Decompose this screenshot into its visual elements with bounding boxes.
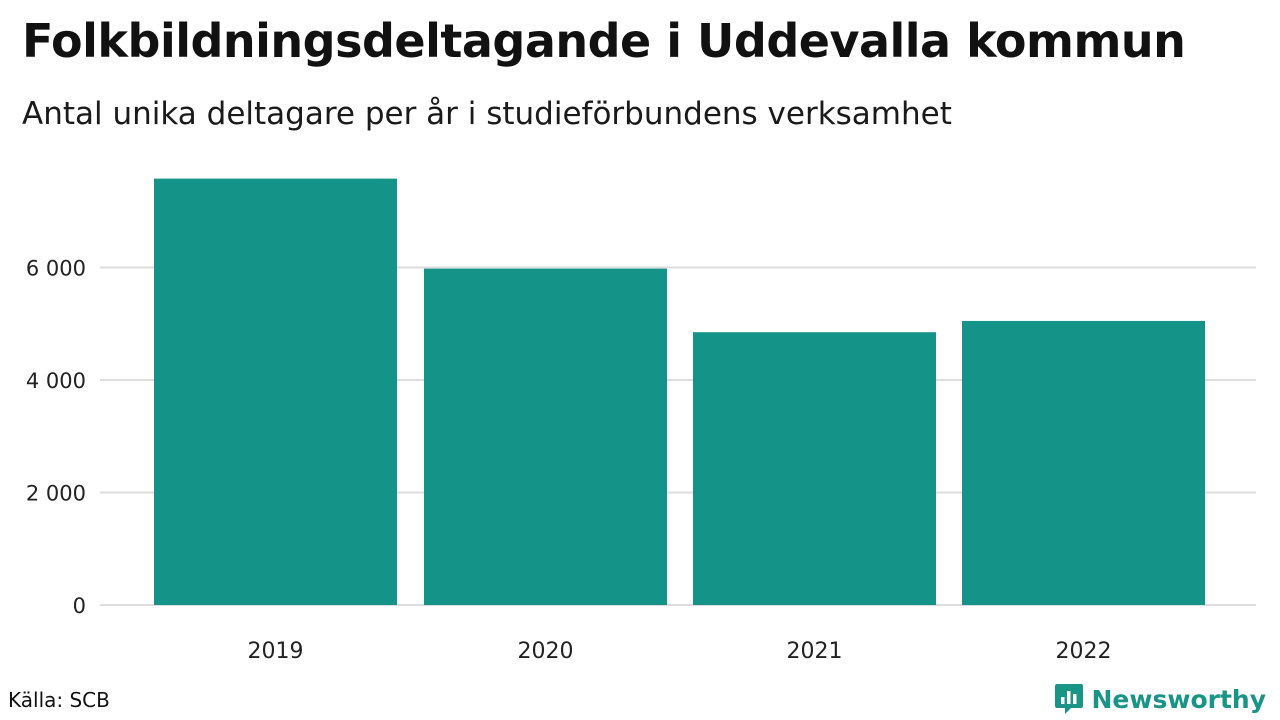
y-tick-label: 4 000 xyxy=(26,369,86,393)
chart-subtitle: Antal unika deltagare per år i studieför… xyxy=(22,96,952,132)
brand-logo: Newsworthy xyxy=(1054,682,1267,716)
x-tick-label: 2020 xyxy=(518,639,574,664)
bar-chart-speech-bubble-icon xyxy=(1054,684,1083,714)
x-tick-label: 2021 xyxy=(787,639,843,664)
x-tick-label: 2022 xyxy=(1056,639,1112,664)
bar xyxy=(962,320,1205,605)
bar xyxy=(424,268,667,605)
brand-name: Newsworthy xyxy=(1091,684,1267,714)
y-tick-label: 2 000 xyxy=(26,482,86,506)
y-tick-label: 6 000 xyxy=(26,257,86,281)
x-tick-label: 2019 xyxy=(248,639,304,664)
source-note: Källa: SCB xyxy=(8,688,110,712)
bar xyxy=(154,178,397,605)
y-tick-label: 0 xyxy=(73,594,86,618)
chart-title: Folkbildningsdeltagande i Uddevalla komm… xyxy=(22,14,1186,68)
bar xyxy=(693,332,936,605)
